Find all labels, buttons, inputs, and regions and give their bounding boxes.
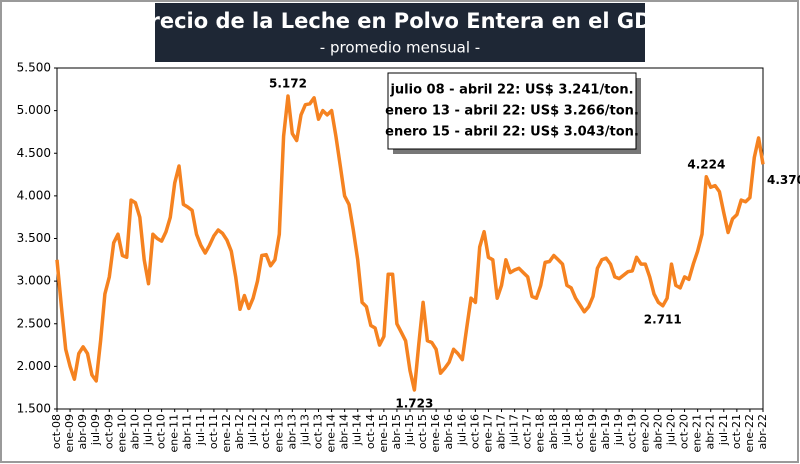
data-label: 4.224	[687, 157, 725, 171]
x-tick-label: jul-19	[612, 414, 625, 446]
x-tick-label: oct-15	[416, 414, 429, 449]
x-tick-label: ene-15	[377, 414, 390, 452]
chart-title: Precio de la Leche en Polvo Entera en el…	[134, 9, 667, 33]
data-label: 1.723	[395, 396, 433, 410]
line	[55, 94, 765, 392]
x-tick-label: oct-08	[50, 414, 63, 449]
x-tick-label: jul-20	[664, 414, 677, 446]
y-tick-label: 4.500	[17, 146, 51, 160]
x-tick-label: abr-10	[128, 414, 141, 450]
x-tick-label: abr-19	[599, 414, 612, 450]
y-tick-label: 2.500	[17, 316, 51, 330]
x-tick-label: oct-19	[625, 414, 638, 449]
x-tick-label: ene-14	[325, 414, 338, 452]
x-tick-label: jul-17	[508, 414, 521, 446]
x-tick-label: ene-09	[63, 414, 76, 452]
x-tick-label: abr-14	[338, 414, 351, 450]
x-tick-label: ene-10	[115, 414, 128, 452]
x-tick-label: abr-12	[233, 414, 246, 450]
x-tick-label: jul-14	[351, 414, 364, 446]
x-tick-label: oct-12	[259, 414, 272, 449]
x-tick-label: oct-09	[102, 414, 115, 449]
data-label: 2.711	[644, 312, 682, 326]
x-tick-label: ene-22	[743, 414, 756, 452]
y-tick-label: 3.000	[17, 274, 51, 288]
x-tick-label: jul-21	[717, 414, 730, 446]
x-tick-label: jul-10	[142, 414, 155, 446]
x-tick-label: oct-16	[468, 414, 481, 449]
x-tick-label: jul-11	[194, 414, 207, 446]
y-tick-label: 1.500	[17, 402, 51, 416]
y-tick-label: 3.500	[17, 231, 51, 245]
x-tick-label: oct-18	[573, 414, 586, 449]
y-tick-label: 5.000	[17, 103, 51, 117]
x-tick-label: abr-20	[651, 414, 664, 450]
x-tick-label: abr-11	[181, 414, 194, 450]
note: julio 08 - abril 22: US$ 3.241/ton.	[389, 83, 633, 98]
x-tick-label: abr-21	[704, 414, 717, 450]
x-tick-label: oct-10	[155, 414, 168, 449]
chart-subtitle: - promedio mensual -	[320, 39, 480, 57]
note: enero 15 - abril 22: US$ 3.043/ton.	[385, 125, 639, 140]
x-tick-label: ene-13	[272, 414, 285, 452]
x-tick-label: oct-11	[207, 414, 220, 449]
title-box	[155, 3, 645, 62]
x-tick-label: ene-19	[586, 414, 599, 452]
x-tick-label: abr-22	[756, 414, 769, 450]
x-tick-label: oct-17	[521, 414, 534, 449]
note: enero 13 - abril 22: US$ 3.266/ton.	[385, 104, 639, 119]
x-tick-label: abr-15	[390, 414, 403, 450]
x-tick-label: jul-09	[89, 414, 102, 446]
x-tick-label: oct-20	[678, 414, 691, 449]
x-tick-label: ene-16	[429, 414, 442, 452]
data-label: 4.370	[767, 173, 800, 187]
x-tick-label: abr-13	[285, 414, 298, 450]
y-tick-label: 4.000	[17, 188, 51, 202]
x-tick-label: ene-12	[220, 414, 233, 452]
x-tick-label: ene-21	[691, 414, 704, 452]
x-tick-label: oct-21	[730, 414, 743, 449]
x-tick-label: oct-14	[364, 414, 377, 449]
note-box	[387, 72, 637, 150]
x-tick-label: abr-18	[547, 414, 560, 450]
x-tick-label: jul-16	[455, 414, 468, 446]
x-tick-label: ene-17	[481, 414, 494, 452]
y-tick-label: 5.500	[17, 61, 51, 75]
x-tick-label: ene-18	[534, 414, 547, 452]
x-tick-label: jul-15	[403, 414, 416, 446]
x-tick-label: jul-12	[246, 414, 259, 446]
x-tick-label: ene-20	[638, 414, 651, 452]
y-tick-label: 2.000	[17, 359, 51, 373]
x-tick-label: ene-11	[168, 414, 181, 452]
x-tick-label: jul-18	[560, 414, 573, 446]
x-tick-label: jul-13	[298, 414, 311, 446]
x-tick-label: oct-13	[311, 414, 324, 449]
x-tick-label: abr-09	[76, 414, 89, 450]
x-tick-label: abr-17	[495, 414, 508, 450]
x-tick-label: abr-16	[442, 414, 455, 450]
data-label: 5.172	[269, 76, 307, 90]
